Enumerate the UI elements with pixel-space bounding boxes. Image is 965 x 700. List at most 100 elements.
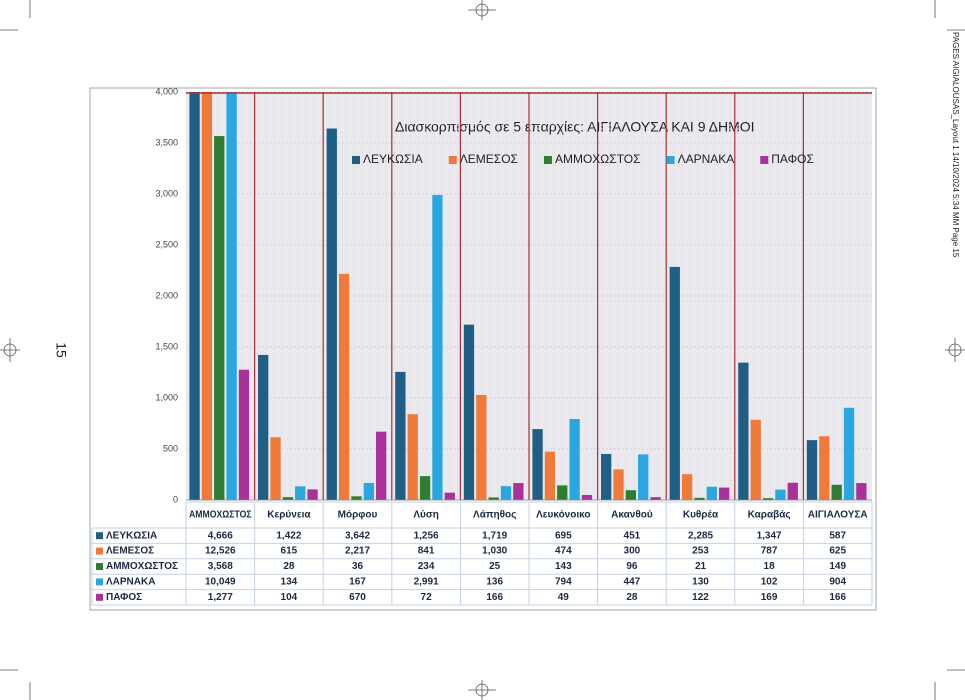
x-tick-label: Καραβάς — [748, 510, 791, 521]
bar — [856, 483, 867, 500]
bar — [463, 324, 475, 500]
bar — [395, 371, 406, 500]
bar — [650, 497, 661, 500]
table-series-label: ΠΑΦΟΣ — [106, 592, 142, 603]
bar — [638, 454, 649, 500]
bar — [326, 128, 337, 500]
legend-label: ΛΕΥΚΩΣΙΑ — [363, 152, 423, 166]
bar — [270, 437, 281, 500]
table-value: 2,285 — [688, 530, 713, 541]
table-value: 451 — [624, 530, 641, 541]
bar — [806, 440, 818, 500]
bar — [625, 490, 637, 500]
table-value: 625 — [829, 546, 846, 557]
table-value: 134 — [281, 577, 298, 588]
table-series-label: ΛΕΥΚΩΣΙΑ — [106, 530, 157, 541]
bar — [201, 92, 213, 500]
table-value: 21 — [695, 561, 707, 572]
bar — [444, 492, 455, 500]
table-value: 4,666 — [208, 530, 233, 541]
bar — [532, 429, 543, 500]
x-tick-label: Λάπηθος — [473, 510, 516, 521]
x-tick-label: Μόρφου — [338, 510, 378, 521]
table-value: 167 — [349, 577, 366, 588]
x-tick-label: ΑΜΜΟΧΩΣΤΟΣ — [189, 510, 252, 521]
table-value: 2,217 — [345, 546, 370, 557]
bar — [214, 136, 225, 500]
legend-swatch — [448, 156, 457, 164]
table-value: 1,277 — [208, 592, 233, 603]
table-value: 10,049 — [205, 577, 236, 588]
bar — [819, 436, 830, 500]
bar — [258, 354, 269, 500]
y-tick-label: 2,000 — [155, 290, 178, 300]
page-number: 15 — [53, 342, 69, 358]
table-value: 3,642 — [345, 530, 370, 541]
table-value: 49 — [558, 592, 570, 603]
table-series-label: ΛΕΜΕΣΟΣ — [106, 546, 154, 557]
bar — [544, 451, 556, 500]
table-value: 1,719 — [482, 530, 507, 541]
bar — [581, 495, 593, 500]
y-tick-label: 1,500 — [155, 341, 178, 351]
bar — [488, 497, 499, 500]
table-value: 28 — [283, 561, 295, 572]
table-value: 72 — [421, 592, 433, 603]
table-value: 169 — [761, 592, 778, 603]
x-tick-label: ΑΙΓΙΑΛΟΥΣΑ — [808, 510, 868, 521]
bars — [189, 92, 867, 500]
bar — [295, 486, 306, 500]
legend-label: ΑΜΜΟΧΩΣΤΟΣ — [555, 152, 641, 166]
bar — [282, 497, 294, 500]
bar — [762, 498, 774, 500]
bar — [681, 474, 693, 500]
table-value: 234 — [418, 561, 435, 572]
y-tick-label: 3,000 — [155, 188, 178, 198]
bar — [476, 394, 487, 500]
bar — [843, 407, 855, 500]
table-value: 104 — [281, 592, 298, 603]
chart-title: Διασκορπισμός σε 5 επαρχίες: ΑΙΓΙΑΛΟΥΣΑ … — [395, 119, 755, 135]
table-value: 1,256 — [414, 530, 439, 541]
bar — [787, 482, 798, 500]
table-value: 143 — [555, 561, 572, 572]
bar — [775, 489, 786, 500]
bar — [307, 489, 318, 500]
table-value: 615 — [281, 546, 298, 557]
y-tick-label: 3,500 — [155, 137, 178, 147]
y-tick-label: 1,000 — [155, 392, 178, 402]
table-swatch — [96, 532, 103, 540]
x-tick-label: Κερύνεια — [267, 510, 311, 521]
bar — [669, 266, 680, 500]
bar — [694, 497, 705, 500]
table-value: 1,030 — [482, 546, 507, 557]
x-tick-label: Ακανθού — [611, 510, 653, 521]
bar — [338, 273, 350, 500]
table-value: 587 — [829, 530, 846, 541]
legend-swatch — [543, 156, 552, 164]
table-series-label: ΑΜΜΟΧΩΣΤΟΣ — [106, 561, 178, 572]
table-value: 670 — [349, 592, 366, 603]
y-tick-label: 2,500 — [155, 239, 178, 249]
bar — [407, 414, 418, 500]
legend-swatch — [666, 156, 675, 164]
table-value: 447 — [624, 577, 641, 588]
table-value: 36 — [352, 561, 364, 572]
bar — [513, 483, 524, 500]
bar — [226, 92, 237, 500]
y-tick-label: 4,000 — [155, 86, 178, 96]
table-value: 1,347 — [757, 530, 782, 541]
bar — [706, 486, 717, 500]
legend-swatch — [760, 156, 769, 164]
table-value: 166 — [829, 592, 846, 603]
bar — [238, 369, 250, 500]
table-value: 300 — [624, 546, 641, 557]
legend-label: ΛΑΡΝΑΚΑ — [678, 152, 735, 166]
bar — [738, 362, 749, 500]
table-value: 1,422 — [276, 530, 301, 541]
bar — [750, 419, 761, 500]
bar — [831, 484, 842, 500]
x-tick-label: Κυθρέα — [683, 510, 719, 521]
